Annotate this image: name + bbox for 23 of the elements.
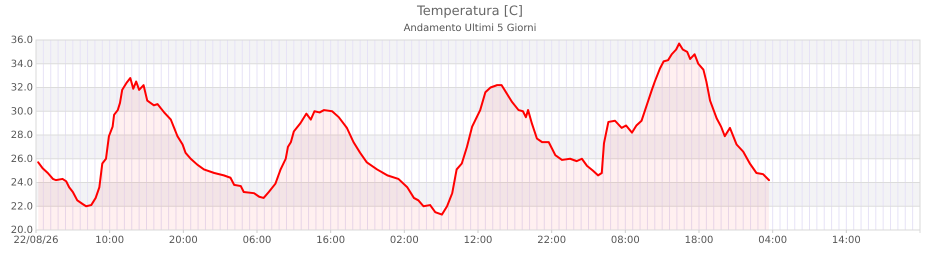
x-tick-label: 04:00 [758,235,788,246]
y-tick-label: 20.0 [10,225,33,236]
x-tick-label: 22/08/26 [14,235,58,246]
y-tick-label: 28.0 [10,130,33,142]
x-tick-label: 02:00 [390,235,419,246]
x-tick-label: 16:00 [316,235,346,246]
y-tick-label: 34.0 [10,58,33,70]
x-tick-label: 10:00 [95,235,124,246]
y-tick-label: 22.0 [10,201,33,212]
x-tick-label: 20:00 [168,235,198,246]
x-tick-label: 18:00 [684,235,714,246]
y-tick-label: 26.0 [10,154,33,165]
y-tick-label: 32.0 [10,82,33,94]
x-tick-label: 12:00 [464,235,492,246]
x-tick-label: 06:00 [242,235,272,246]
x-tick-label: 22:00 [537,235,566,246]
x-tick-label: 08:00 [610,235,640,246]
x-tick-label: 14:00 [832,235,861,246]
chart-title: Temperatura [C] [416,4,523,19]
y-tick-label: 30.0 [10,106,33,118]
y-tick-label: 36.0 [10,35,33,46]
y-tick-label: 24.0 [10,178,33,189]
chart-subtitle: Andamento Ultimi 5 Giorni [404,23,536,34]
